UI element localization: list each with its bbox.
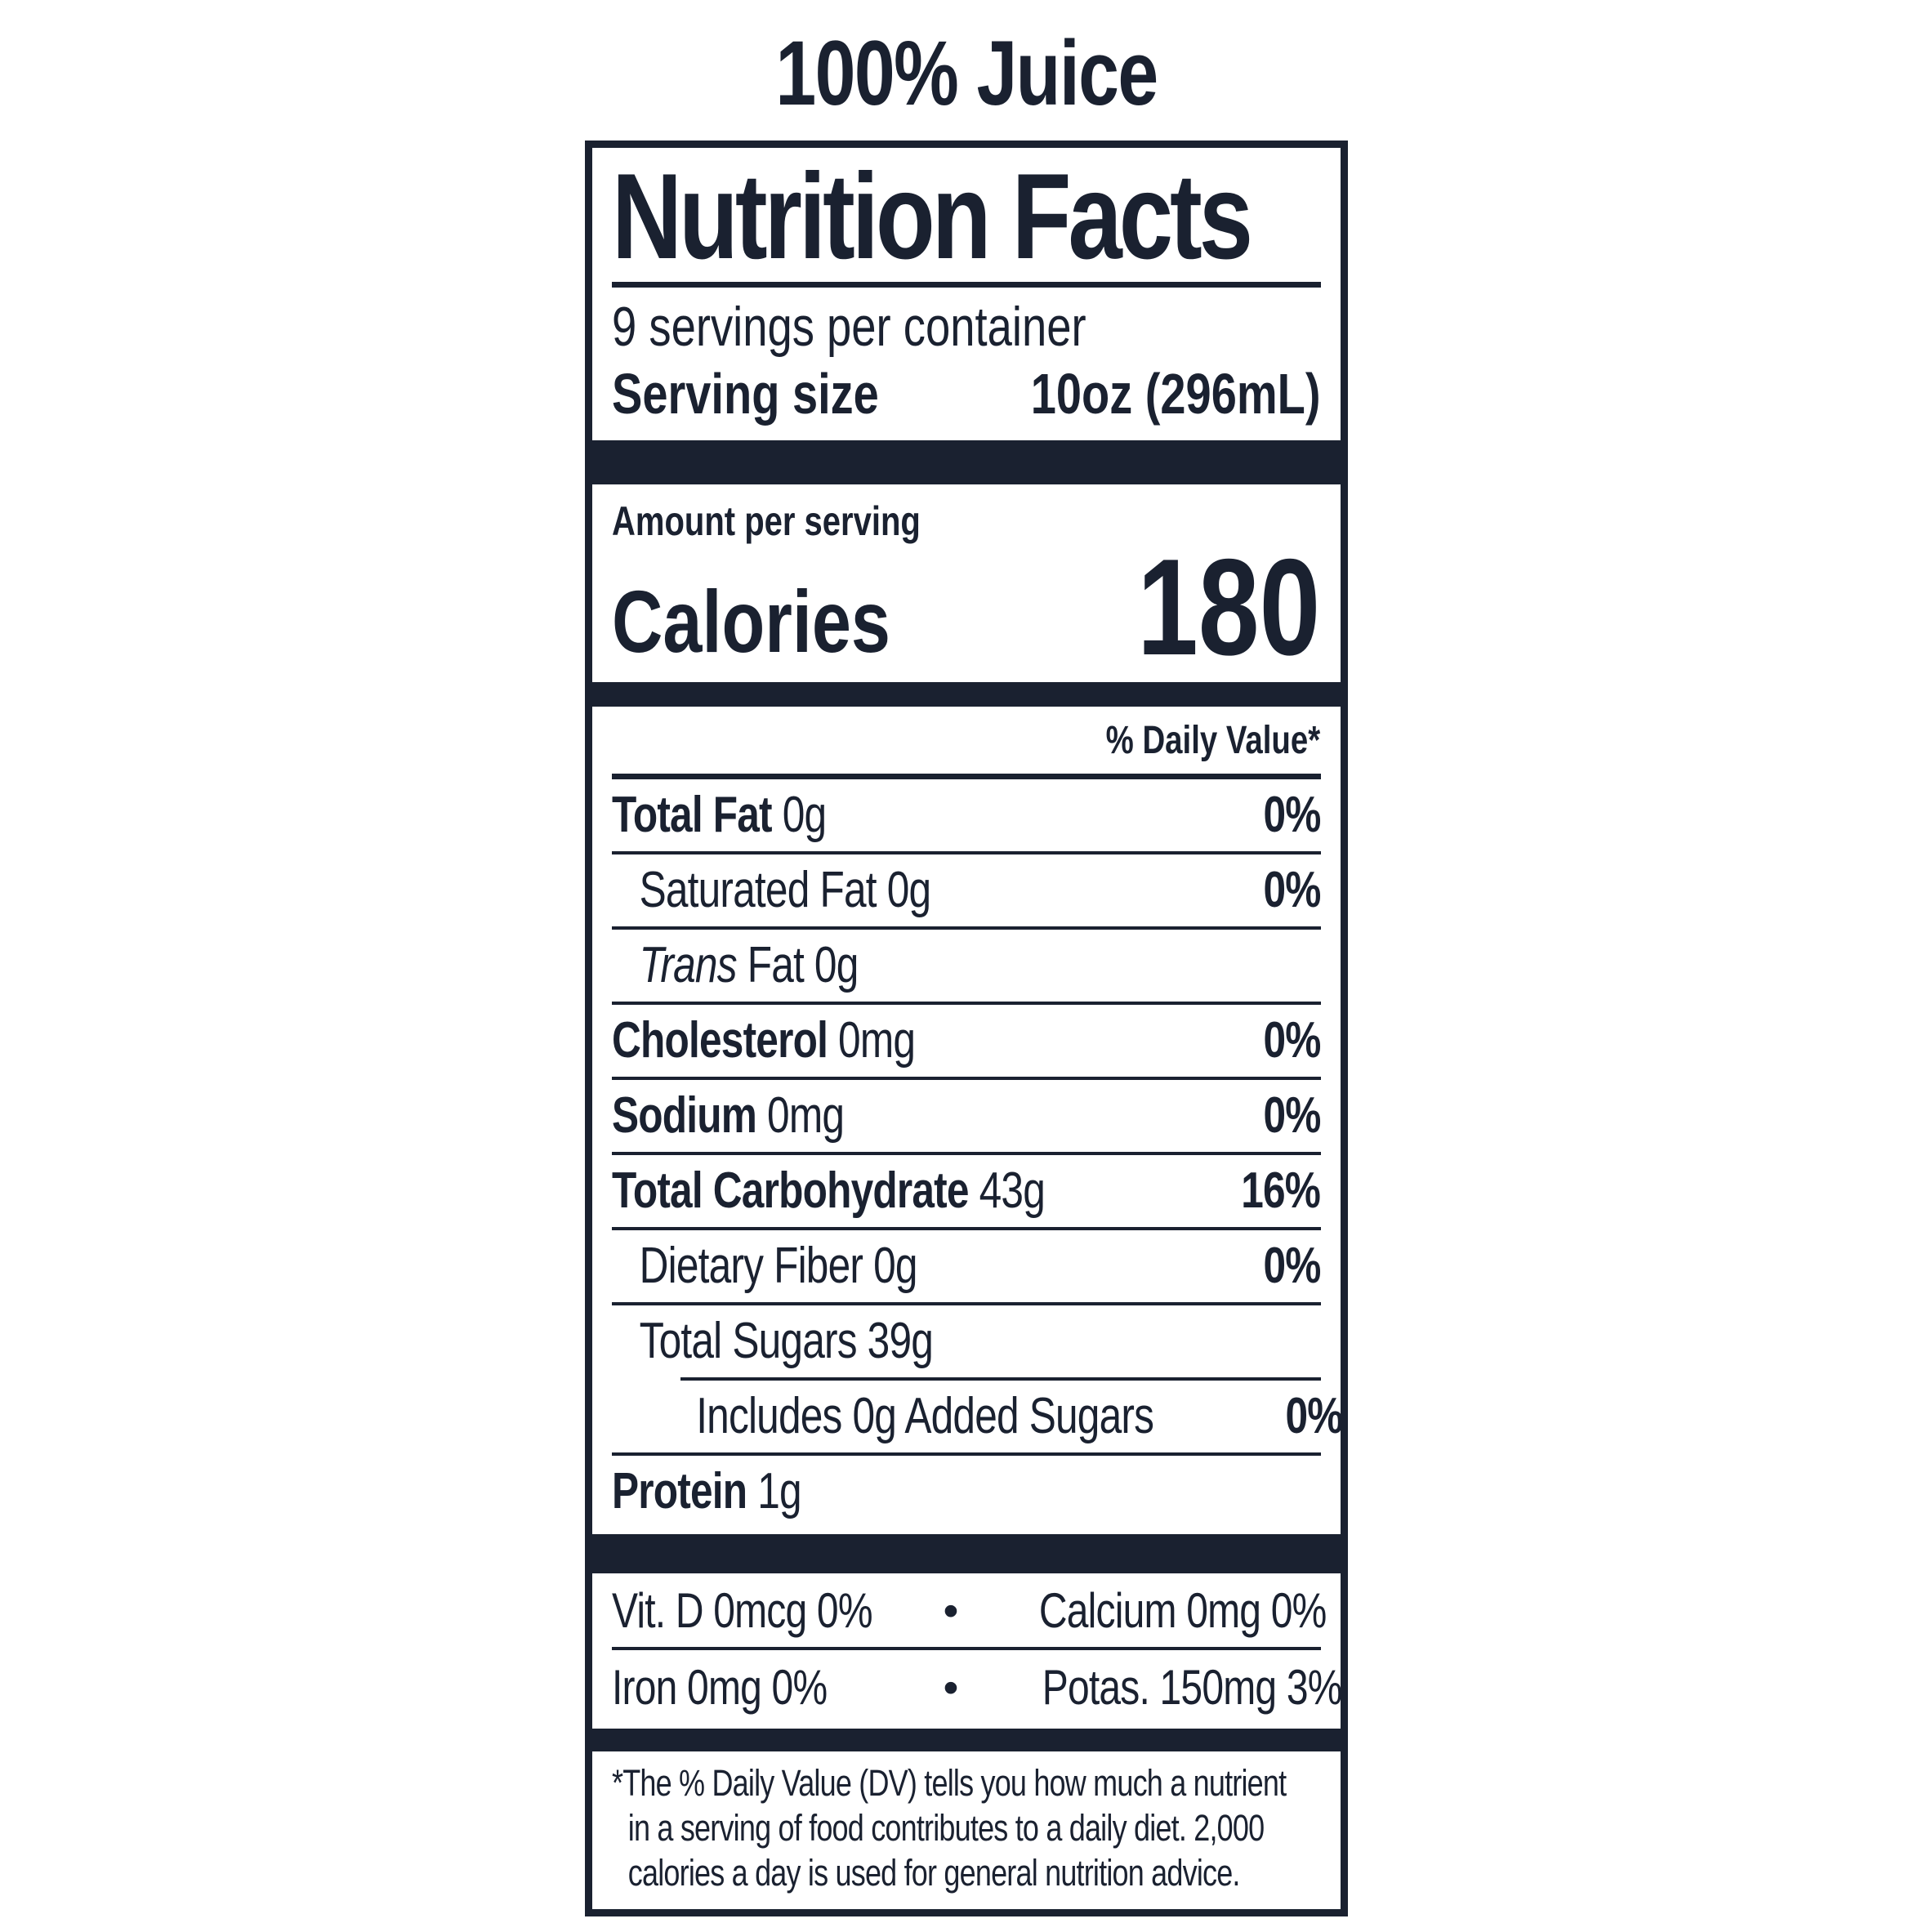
- micronutrients: Vit. D 0mcg 0% • Calcium 0mg 0% Iron 0mg…: [611, 1573, 1342, 1724]
- product-title-text: 100% Juice: [774, 22, 1158, 124]
- micronutrient-row-vitd-calcium: Vit. D 0mcg 0% • Calcium 0mg 0%: [611, 1573, 1327, 1647]
- micro-right: Potas. 150mg 3%: [1042, 1660, 1342, 1716]
- dv-value: 0%: [1263, 1012, 1321, 1069]
- nutrient-row-total-carbohydrate: Total Carbohydrate 43g 16%: [611, 1152, 1322, 1227]
- bullet-separator: •: [943, 1586, 959, 1636]
- dv-value: 0%: [1263, 1087, 1321, 1144]
- calories-value: 180: [1137, 530, 1321, 685]
- product-title: 100% Juice: [0, 28, 1932, 119]
- dv-value: 0%: [1263, 862, 1321, 919]
- nutrient-row-sodium: Sodium 0mg 0%: [611, 1077, 1321, 1152]
- nutrient-row-total-fat: Total Fat 0g 0%: [611, 787, 1322, 844]
- daily-value-rule: [611, 774, 1321, 780]
- micro-right: Calcium 0mg 0%: [1038, 1583, 1326, 1639]
- serving-size-label: Serving size: [611, 362, 879, 426]
- dv-value: 0%: [1285, 1388, 1344, 1445]
- nutrient-row-cholesterol: Cholesterol 0mg 0%: [611, 1002, 1321, 1077]
- serving-size-value: 10oz (296mL): [1030, 362, 1321, 426]
- nutrient-row-dietary-fiber: Dietary Fiber 0g 0%: [611, 1227, 1321, 1302]
- calories-row: Calories 180: [611, 530, 1321, 685]
- separator-bar-thick: [591, 1534, 1341, 1574]
- nutrient-rows: Total Fat 0g 0% Saturated Fat 0g 0% Tran…: [611, 779, 1344, 1528]
- nutrient-row-saturated-fat: Saturated Fat 0g 0%: [611, 851, 1321, 926]
- dv-value: 0%: [1263, 1238, 1321, 1295]
- servings-per-container: 9 servings per container: [611, 295, 1086, 358]
- nutrition-facts-heading: Nutrition Facts: [611, 148, 1253, 284]
- separator-bar-thick: [591, 440, 1341, 485]
- amount-per-serving-label: Amount per serving: [611, 498, 921, 545]
- daily-value-header: % Daily Value*: [1105, 718, 1321, 762]
- daily-value-footnote: *The % Daily Value (DV) tells you how mu…: [611, 1762, 1287, 1894]
- dv-value: 16%: [1241, 1162, 1322, 1220]
- separator-bar-medium: [591, 681, 1341, 707]
- micro-left: Vit. D 0mcg 0%: [611, 1583, 873, 1639]
- micronutrient-row-iron-potassium: Iron 0mg 0% • Potas. 150mg 3%: [611, 1650, 1342, 1724]
- micro-left: Iron 0mg 0%: [611, 1660, 828, 1716]
- heading-rule: [611, 281, 1321, 288]
- nutrient-row-added-sugars: Includes 0g Added Sugars 0%: [680, 1377, 1344, 1452]
- nutrition-facts-panel: Nutrition Facts 9 servings per container…: [584, 141, 1348, 1917]
- calories-label: Calories: [611, 571, 890, 671]
- serving-size-row: Serving size 10oz (296mL): [612, 363, 1321, 426]
- separator-bar-medium: [591, 1729, 1341, 1752]
- nutrient-row-protein: Protein 1g: [611, 1452, 1321, 1528]
- dv-value: 0%: [1263, 787, 1321, 844]
- nutrient-row-total-sugars: Total Sugars 39g: [611, 1302, 1321, 1377]
- nutrient-row-trans-fat: Trans Fat 0g: [611, 926, 1321, 1002]
- micronutrient-divider: [611, 1647, 1321, 1651]
- bullet-separator: •: [943, 1663, 959, 1713]
